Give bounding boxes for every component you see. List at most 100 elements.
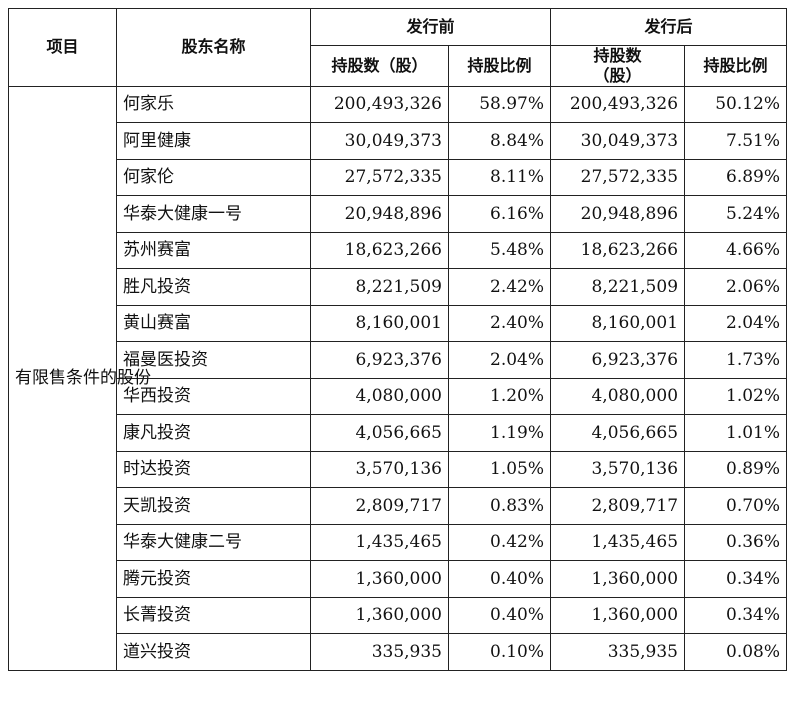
header-before-shares: 持股数（股） [310, 44, 449, 87]
after-shares-cell: 27,572,335 [550, 158, 686, 196]
after-shares-cell: 1,360,000 [550, 596, 686, 634]
header-after: 发行后 [550, 8, 788, 46]
after-ratio-cell: 1.01% [684, 414, 788, 452]
after-shares-cell: 18,623,266 [550, 231, 686, 269]
before-shares-cell: 30,049,373 [310, 122, 449, 160]
shareholder-name-cell: 胜凡投资 [116, 268, 311, 306]
before-shares-cell: 200,493,326 [310, 85, 449, 123]
header-item: 项目 [8, 8, 117, 87]
shareholding-table: 项目 股东名称 发行前 发行后 持股数（股） 持股比例 持股数 （股） 持股比例… [8, 8, 788, 671]
after-ratio-cell: 4.66% [684, 231, 788, 269]
table-row: 何家伦 27,572,335 8.11% 27,572,335 6.89% [9, 158, 788, 196]
shareholder-name-cell: 天凯投资 [116, 487, 311, 525]
after-shares-cell: 4,056,665 [550, 414, 686, 452]
after-ratio-cell: 0.70% [684, 487, 788, 525]
before-ratio-cell: 2.40% [447, 304, 552, 342]
after-ratio-cell: 0.89% [684, 450, 788, 488]
before-shares-cell: 335,935 [310, 633, 449, 671]
table-row: 道兴投资 335,935 0.10% 335,935 0.08% [9, 633, 788, 671]
shareholder-name-cell: 腾元投资 [116, 560, 311, 598]
header-row-top: 项目 股东名称 发行前 发行后 [8, 8, 788, 87]
shareholder-name-cell: 黄山赛富 [116, 304, 311, 342]
before-ratio-cell: 1.19% [447, 414, 552, 452]
shareholder-name-cell: 长菁投资 [116, 596, 311, 634]
table-row: 华泰大健康二号 1,435,465 0.42% 1,435,465 0.36% [9, 523, 788, 561]
shareholder-name-cell: 道兴投资 [116, 633, 311, 671]
header-after-shares-line1: 持股数 [593, 45, 642, 65]
table-row: 康凡投资 4,056,665 1.19% 4,056,665 1.01% [9, 414, 788, 452]
table-row: 有限售条件的股份 何家乐 200,493,326 58.97% 200,493,326 5… [8, 85, 788, 671]
before-shares-cell: 1,435,465 [310, 523, 449, 561]
table-row: 时达投资 3,570,136 1.05% 3,570,136 0.89% [9, 450, 788, 488]
before-ratio-cell: 0.40% [447, 560, 552, 598]
header-row-sub: 持股数（股） 持股比例 持股数 （股） 持股比例 [9, 44, 788, 87]
shareholder-name-cell: 康凡投资 [116, 414, 311, 452]
header-after-ratio: 持股比例 [684, 44, 788, 87]
after-ratio-cell: 50.12% [684, 85, 788, 123]
category-cell: 有限售条件的股份 [8, 85, 151, 671]
after-shares-cell: 8,221,509 [550, 268, 686, 306]
after-shares-cell: 1,435,465 [550, 523, 686, 561]
shareholder-name-cell: 何家伦 [116, 158, 311, 196]
after-ratio-cell: 2.04% [684, 304, 788, 342]
after-shares-cell: 200,493,326 [550, 85, 686, 123]
before-shares-cell: 20,948,896 [310, 195, 449, 233]
header-shareholder: 股东名称 [116, 8, 311, 87]
before-ratio-cell: 0.42% [447, 523, 552, 561]
before-ratio-cell: 8.84% [447, 122, 552, 160]
before-shares-cell: 8,160,001 [310, 304, 449, 342]
before-shares-cell: 1,360,000 [310, 596, 449, 634]
header-before-ratio: 持股比例 [447, 44, 552, 87]
before-ratio-cell: 0.10% [447, 633, 552, 671]
table-row: 阿里健康 30,049,373 8.84% 30,049,373 7.51% [9, 122, 788, 160]
before-shares-cell: 4,080,000 [310, 377, 449, 415]
table-row: 黄山赛富 8,160,001 2.40% 8,160,001 2.04% [9, 304, 788, 342]
before-ratio-cell: 5.48% [447, 231, 552, 269]
before-ratio-cell: 2.42% [447, 268, 552, 306]
after-shares-cell: 1,360,000 [550, 560, 686, 598]
after-ratio-cell: 0.34% [684, 560, 788, 598]
table-row: 长菁投资 1,360,000 0.40% 1,360,000 0.34% [9, 596, 788, 634]
after-ratio-cell: 5.24% [684, 195, 788, 233]
shareholder-name-cell: 华西投资 [116, 377, 311, 415]
before-ratio-cell: 0.40% [447, 596, 552, 634]
before-ratio-cell: 8.11% [447, 158, 552, 196]
after-shares-cell: 4,080,000 [550, 377, 686, 415]
after-ratio-cell: 0.08% [684, 633, 788, 671]
shareholder-name-cell: 何家乐 [116, 85, 311, 123]
header-after-shares: 持股数 （股） [550, 44, 686, 87]
before-ratio-cell: 6.16% [447, 195, 552, 233]
before-shares-cell: 6,923,376 [310, 341, 449, 379]
shareholder-name-cell: 福曼医投资 [116, 341, 311, 379]
before-ratio-cell: 1.05% [447, 450, 552, 488]
table-row: 苏州赛富 18,623,266 5.48% 18,623,266 4.66% [9, 231, 788, 269]
after-ratio-cell: 7.51% [684, 122, 788, 160]
table-body: 有限售条件的股份 何家乐 200,493,326 58.97% 200,493,326 5… [8, 85, 788, 671]
before-shares-cell: 2,809,717 [310, 487, 449, 525]
table-row: 福曼医投资 6,923,376 2.04% 6,923,376 1.73% [9, 341, 788, 379]
before-ratio-cell: 0.83% [447, 487, 552, 525]
before-ratio-cell: 2.04% [447, 341, 552, 379]
header-after-shares-line2: （股） [593, 65, 642, 85]
table-row: 天凯投资 2,809,717 0.83% 2,809,717 0.70% [9, 487, 788, 525]
before-ratio-cell: 1.20% [447, 377, 552, 415]
before-shares-cell: 1,360,000 [310, 560, 449, 598]
after-shares-cell: 6,923,376 [550, 341, 686, 379]
after-ratio-cell: 0.34% [684, 596, 788, 634]
after-shares-cell: 20,948,896 [550, 195, 686, 233]
after-ratio-cell: 1.73% [684, 341, 788, 379]
shareholder-name-cell: 阿里健康 [116, 122, 311, 160]
after-shares-cell: 2,809,717 [550, 487, 686, 525]
table-row: 腾元投资 1,360,000 0.40% 1,360,000 0.34% [9, 560, 788, 598]
before-shares-cell: 8,221,509 [310, 268, 449, 306]
after-shares-cell: 8,160,001 [550, 304, 686, 342]
shareholding-table-container: 项目 股东名称 发行前 发行后 持股数（股） 持股比例 持股数 （股） 持股比例… [8, 8, 788, 671]
header-before: 发行前 [309, 8, 552, 46]
after-shares-cell: 3,570,136 [550, 450, 686, 488]
shareholder-name-cell: 华泰大健康二号 [116, 523, 311, 561]
before-shares-cell: 27,572,335 [310, 158, 449, 196]
after-shares-cell: 335,935 [550, 633, 686, 671]
shareholder-name-cell: 苏州赛富 [116, 231, 311, 269]
after-ratio-cell: 2.06% [684, 268, 788, 306]
before-shares-cell: 18,623,266 [310, 231, 449, 269]
